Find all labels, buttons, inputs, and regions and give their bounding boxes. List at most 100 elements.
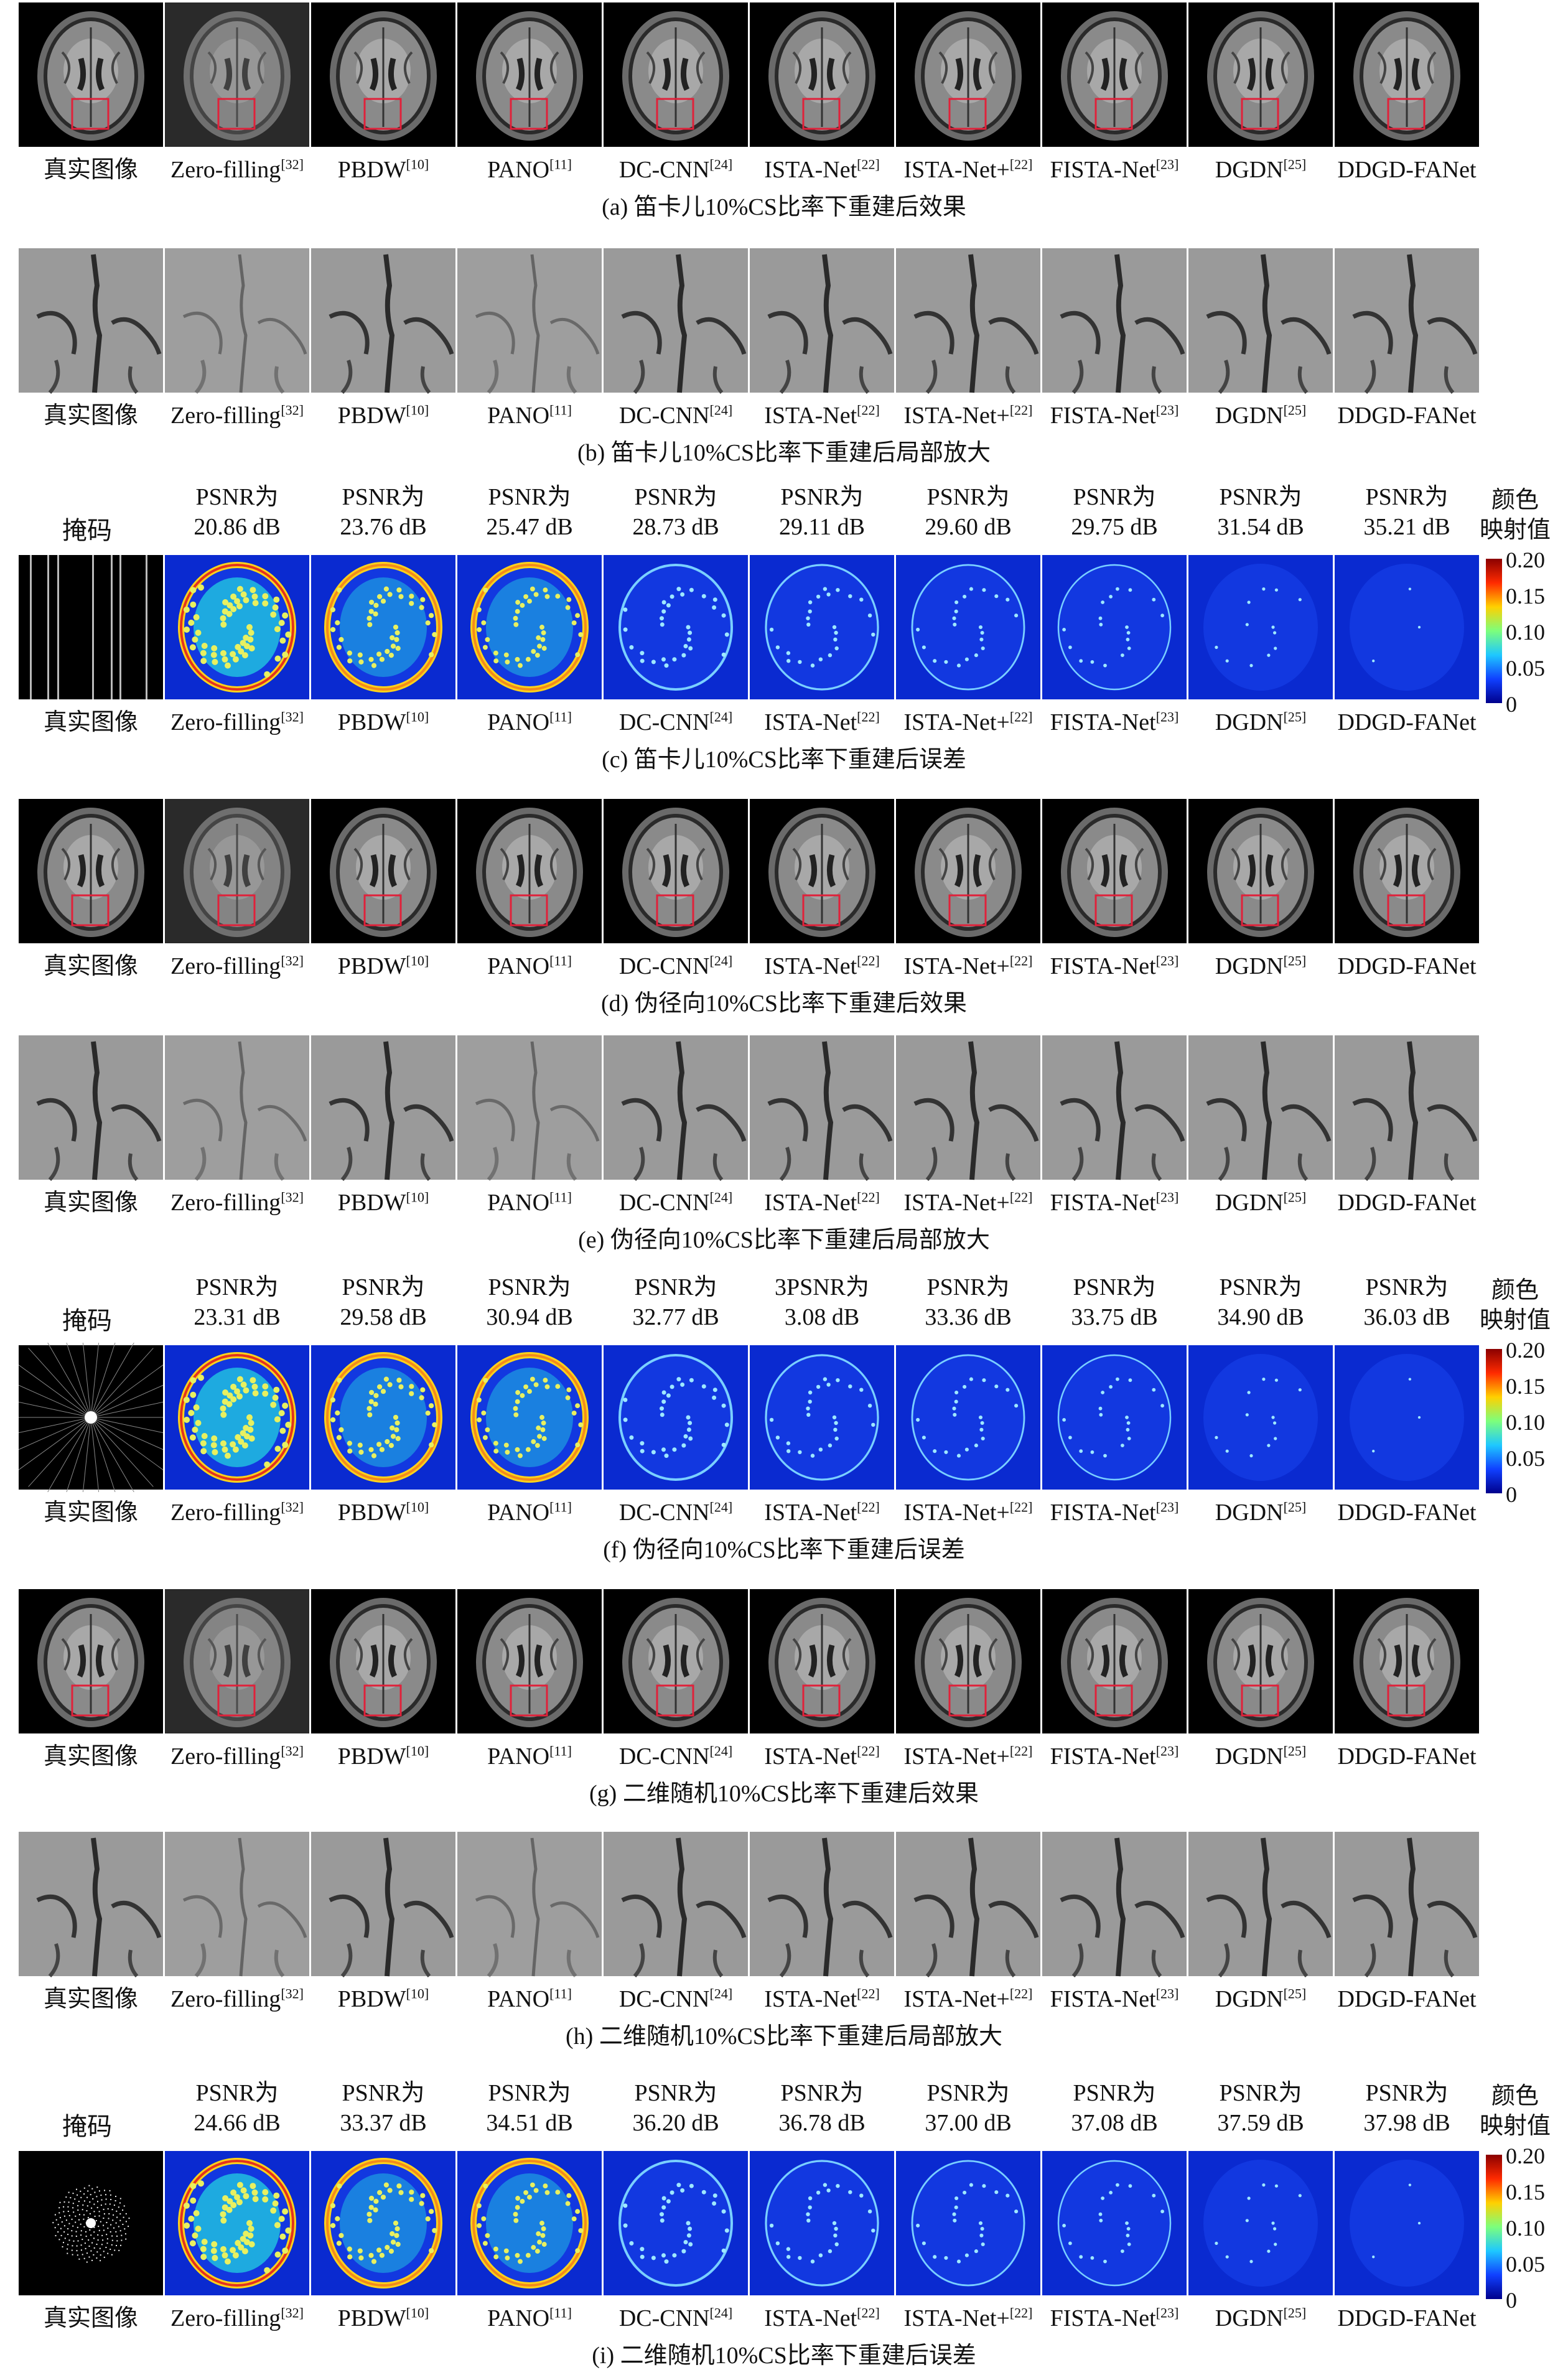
panel-g-image-0 — [19, 1587, 163, 1736]
panel-g-image-2 — [311, 1587, 455, 1736]
psnr-value-4: 3PSNR为 3.08 dB — [774, 1274, 870, 1330]
method-label-9: DDGD-FANet — [1337, 953, 1477, 979]
method-label-4: DC-CNN[24] — [618, 1499, 733, 1526]
method-label-2: PBDW[10] — [337, 1189, 429, 1216]
caption-g: (g) 二维随机10%CS比率下重建后效果 — [589, 1781, 979, 1807]
method-label-7: FISTA-Net[23] — [1050, 2305, 1179, 2331]
panel-b-image-0 — [19, 246, 163, 395]
panel-i-image-1 — [165, 2148, 309, 2298]
panel-e-image-6 — [896, 1033, 1040, 1182]
psnr-value-5: PSNR为 33.36 dB — [925, 1274, 1012, 1330]
colorbar-tick-3: 0.05 — [1506, 1446, 1545, 1471]
panel-i-image-0 — [19, 2148, 163, 2298]
panel-f-image-5 — [750, 1343, 894, 1492]
method-label-5: ISTA-Net[22] — [764, 1499, 880, 1526]
method-label-2: PBDW[10] — [337, 402, 429, 429]
method-label-0: 真实图像 — [43, 2305, 138, 2331]
colorbar-tick-4: 0 — [1506, 1482, 1517, 1507]
panel-e-image-9 — [1335, 1033, 1479, 1182]
panel-g-image-8 — [1188, 1587, 1333, 1736]
method-label-8: DGDN[25] — [1215, 1499, 1307, 1526]
panel-b-image-1 — [165, 246, 309, 395]
method-label-9: DDGD-FANet — [1337, 1743, 1477, 1770]
panel-g: 真实图像 Zero-filling[32] PBDW[10] PANO[11] DC-C… — [0, 1587, 1568, 1823]
method-label-4: DC-CNN[24] — [618, 2305, 733, 2331]
panel-a-image-1 — [165, 0, 309, 149]
panel-i-image-6 — [896, 2148, 1040, 2298]
method-label-0: 真实图像 — [43, 403, 138, 429]
panel-h-image-0 — [19, 1829, 163, 1979]
method-label-7: FISTA-Net[23] — [1050, 1985, 1179, 2012]
panel-f-image-0 — [19, 1343, 163, 1492]
panel-h-image-6 — [896, 1829, 1040, 1979]
psnr-value-7: PSNR为 37.59 dB — [1217, 2080, 1304, 2136]
panel-d-image-9 — [1335, 796, 1479, 946]
method-label-5: ISTA-Net[22] — [764, 1743, 880, 1770]
psnr-value-0: PSNR为 24.66 dB — [194, 2080, 281, 2136]
panel-e-image-8 — [1188, 1033, 1333, 1182]
method-label-3: PANO[11] — [487, 2305, 572, 2331]
method-label-1: Zero-filling[32] — [170, 402, 304, 429]
panel-d-image-7 — [1042, 796, 1187, 946]
panel-e-image-3 — [457, 1033, 602, 1182]
method-label-1: Zero-filling[32] — [170, 2305, 304, 2331]
colorbar-title: 颜色 映射值 — [1479, 2083, 1551, 2139]
panel-e-image-0 — [19, 1033, 163, 1182]
panel-a-image-5 — [750, 0, 894, 149]
psnr-value-2: PSNR为 34.51 dB — [486, 2080, 573, 2136]
colorbar-tick-3: 0.05 — [1506, 656, 1545, 681]
panel-g-image-5 — [750, 1587, 894, 1736]
method-label-7: FISTA-Net[23] — [1050, 1499, 1179, 1526]
method-label-3: PANO[11] — [487, 1985, 572, 2012]
method-label-7: FISTA-Net[23] — [1050, 1189, 1179, 1216]
panel-d-image-8 — [1188, 796, 1333, 946]
colorbar — [1486, 559, 1502, 703]
panel-a-image-2 — [311, 0, 455, 149]
panel-g-image-3 — [457, 1587, 602, 1736]
method-label-2: PBDW[10] — [337, 1743, 429, 1770]
psnr-value-3: PSNR为 32.77 dB — [632, 1274, 719, 1330]
method-label-6: ISTA-Net+[22] — [903, 1985, 1033, 2012]
panel-c-image-2 — [311, 553, 455, 702]
psnr-value-1: PSNR为 29.58 dB — [340, 1274, 427, 1330]
panel-b-image-6 — [896, 246, 1040, 395]
caption-a: (a) 笛卡儿10%CS比率下重建后效果 — [602, 194, 966, 220]
panel-i: 掩码 PSNR为 24.66 dB PSNR为 33.37 dB PSNR为 34.51 d… — [0, 2069, 1568, 2369]
panel-i-image-7 — [1042, 2148, 1187, 2298]
mask-label: 掩码 — [62, 516, 112, 544]
panel-h-image-4 — [604, 1829, 748, 1979]
panel-f-image-2 — [311, 1343, 455, 1492]
psnr-value-3: PSNR为 36.20 dB — [632, 2080, 719, 2136]
panel-e-image-7 — [1042, 1033, 1187, 1182]
psnr-value-1: PSNR为 23.76 dB — [340, 484, 427, 540]
panel-f-image-4 — [604, 1343, 748, 1492]
method-label-4: DC-CNN[24] — [618, 156, 733, 183]
panel-d-image-1 — [165, 796, 309, 946]
psnr-value-2: PSNR为 25.47 dB — [486, 484, 573, 540]
method-label-0: 真实图像 — [43, 709, 138, 735]
method-label-4: DC-CNN[24] — [618, 1189, 733, 1216]
caption-h: (h) 二维随机10%CS比率下重建后局部放大 — [566, 2023, 1002, 2050]
panel-c-image-4 — [604, 553, 748, 702]
panel-b-image-3 — [457, 246, 602, 395]
psnr-value-1: PSNR为 33.37 dB — [340, 2080, 427, 2136]
panel-h-image-2 — [311, 1829, 455, 1979]
method-label-8: DGDN[25] — [1215, 953, 1307, 979]
method-label-9: DDGD-FANet — [1337, 2305, 1477, 2331]
panel-i-image-5 — [750, 2148, 894, 2298]
method-label-6: ISTA-Net+[22] — [903, 2305, 1033, 2331]
panel-d-image-2 — [311, 796, 455, 946]
method-label-8: DGDN[25] — [1215, 709, 1307, 735]
method-label-8: DGDN[25] — [1215, 2305, 1307, 2331]
method-label-4: DC-CNN[24] — [618, 709, 733, 735]
panel-e: 真实图像 Zero-filling[32] PBDW[10] PANO[11] DC-C… — [0, 1033, 1568, 1269]
panel-b-image-9 — [1335, 246, 1479, 395]
method-label-1: Zero-filling[32] — [170, 1189, 304, 1216]
panel-c-image-7 — [1042, 553, 1187, 702]
method-label-2: PBDW[10] — [337, 709, 429, 735]
panel-f: 掩码 PSNR为 23.31 dB PSNR为 29.58 dB PSNR为 30.94 d… — [0, 1263, 1568, 1563]
method-label-7: FISTA-Net[23] — [1050, 953, 1179, 979]
panel-d: 真实图像 Zero-filling[32] PBDW[10] PANO[11] DC-C… — [0, 796, 1568, 1033]
colorbar-tick-2: 0.10 — [1506, 2216, 1545, 2241]
panel-d-image-3 — [457, 796, 602, 946]
